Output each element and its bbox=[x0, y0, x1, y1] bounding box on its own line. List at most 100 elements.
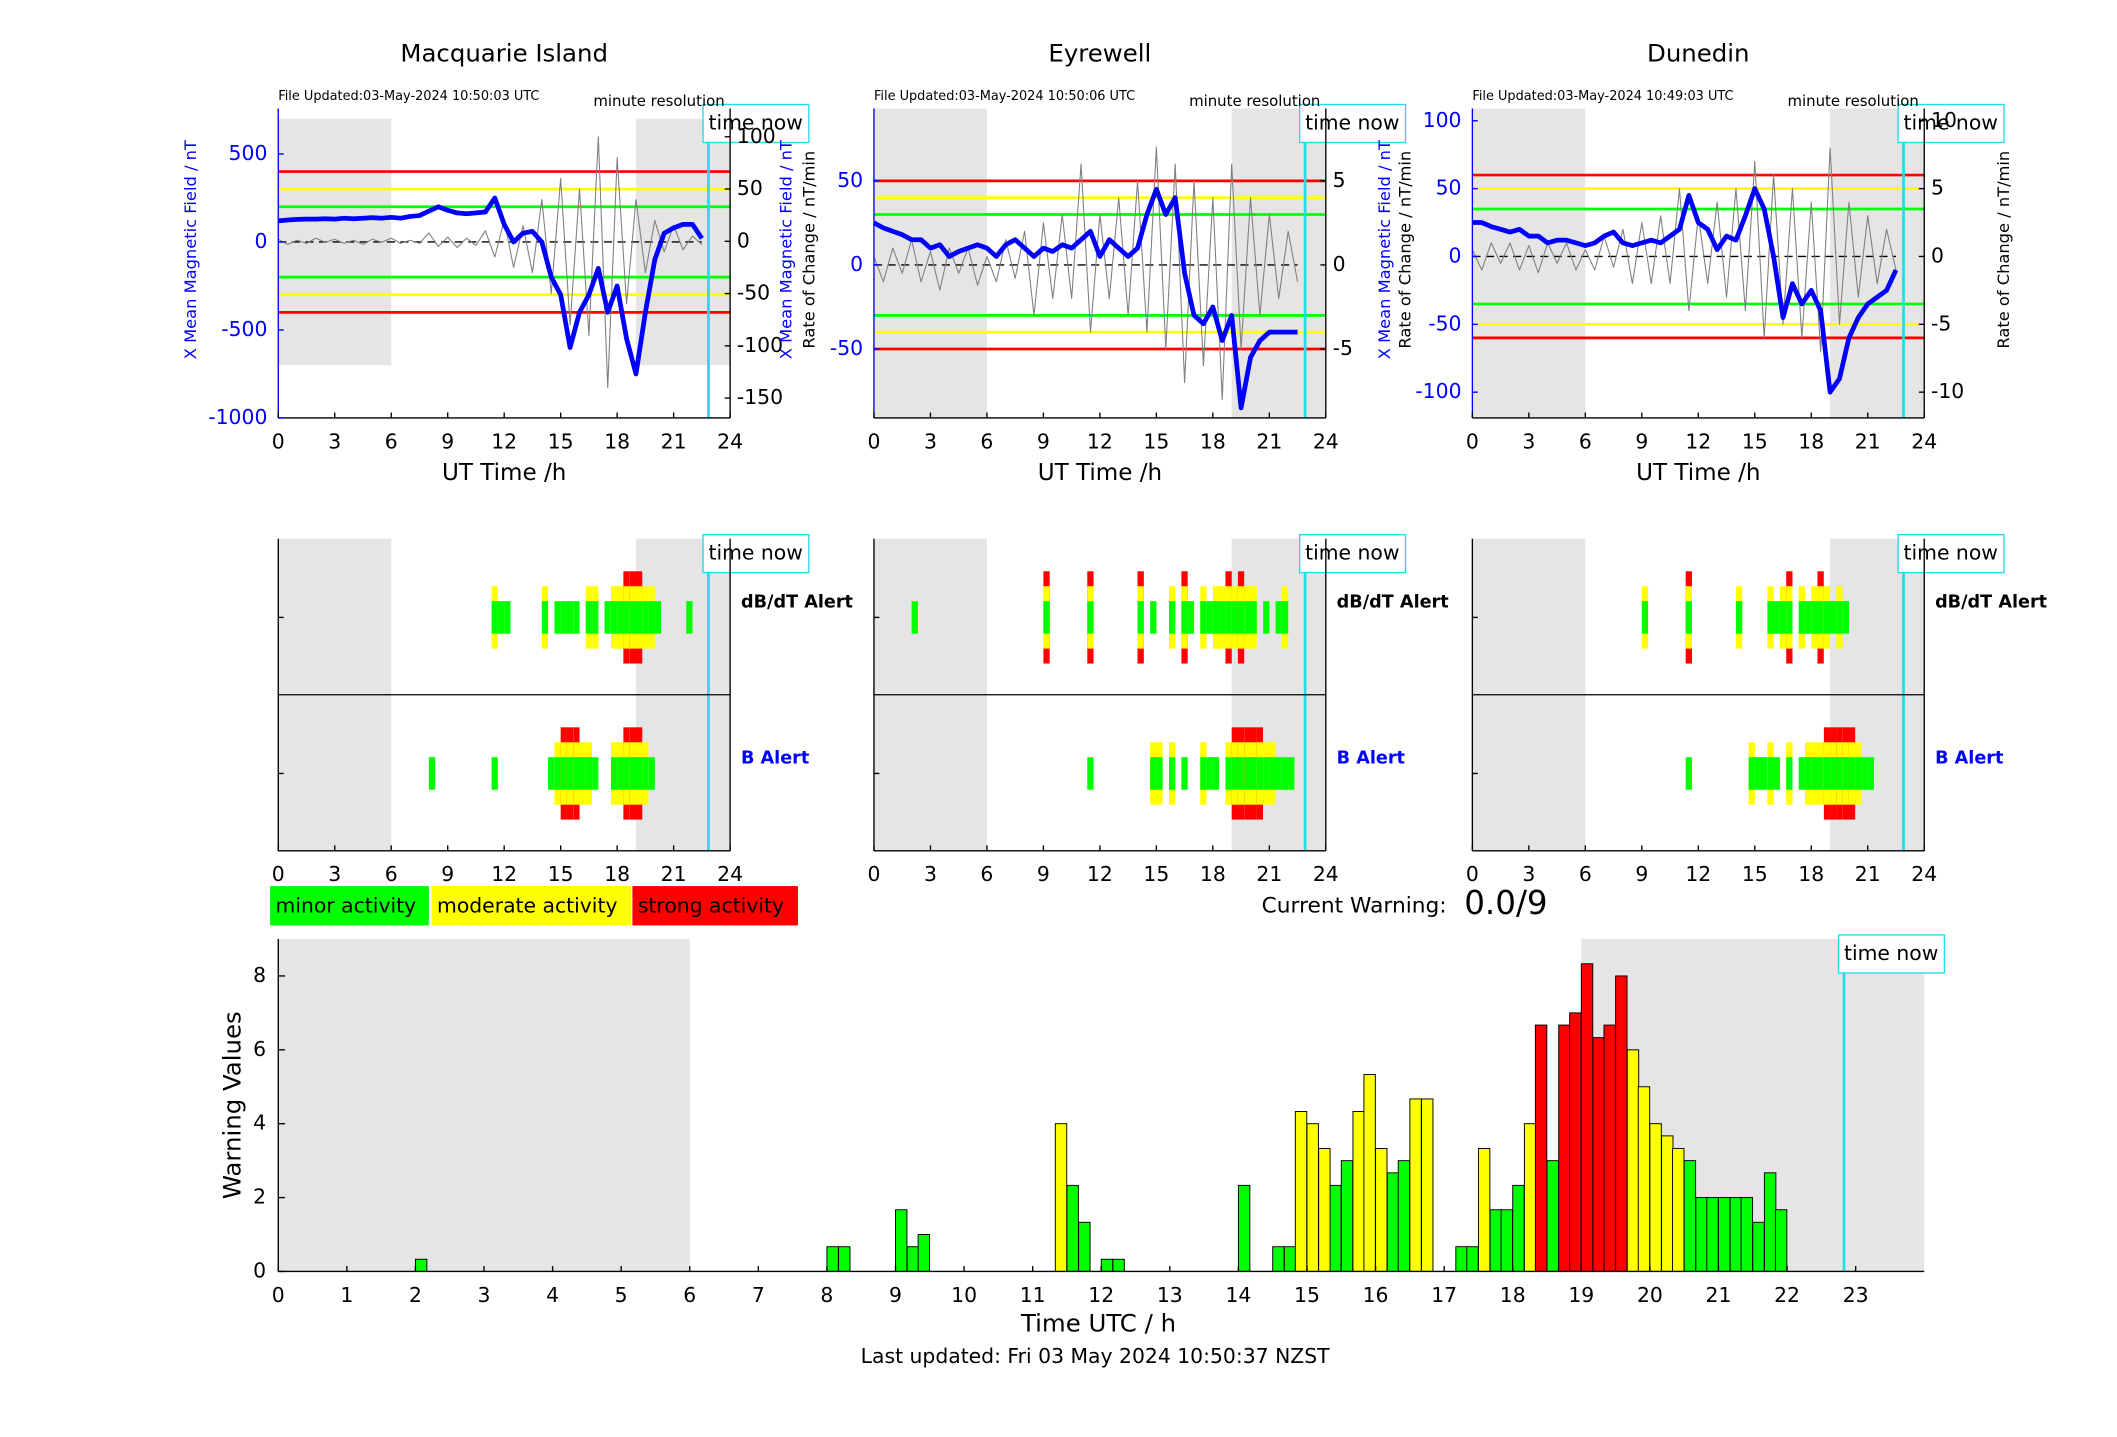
x-tick-label: 0 bbox=[272, 1283, 285, 1307]
alert-segment bbox=[1225, 601, 1232, 634]
alert-segment bbox=[1237, 757, 1245, 790]
x-tick-label: 9 bbox=[889, 1283, 902, 1307]
legend-swatch bbox=[632, 886, 798, 926]
alert-segment bbox=[1288, 757, 1295, 790]
alert-segment bbox=[1250, 601, 1257, 634]
x-tick-label: 18 bbox=[1500, 1283, 1526, 1307]
alert-segment bbox=[1823, 757, 1831, 790]
alert-segment bbox=[617, 757, 624, 790]
x-tick-label: 12 bbox=[491, 429, 517, 453]
x-tick-label: 3 bbox=[924, 862, 937, 886]
chart-title: Macquarie Island bbox=[400, 38, 608, 67]
x-tick-label: 0 bbox=[867, 862, 880, 886]
legend-label: minor activity bbox=[276, 893, 417, 917]
y2-tick-label: -100 bbox=[737, 333, 783, 357]
warning-bar bbox=[1592, 1037, 1605, 1272]
warning-bar bbox=[1294, 1111, 1308, 1272]
warning-bar bbox=[1580, 963, 1594, 1272]
alert-segment bbox=[1836, 601, 1843, 634]
x-tick-label: 12 bbox=[1685, 429, 1711, 453]
x-tick-label: 6 bbox=[980, 862, 993, 886]
alert-segment bbox=[1786, 757, 1793, 790]
alert-segment bbox=[1281, 601, 1289, 634]
y-tick-label: 6 bbox=[253, 1037, 266, 1061]
x-tick-label: 0 bbox=[1466, 862, 1479, 886]
x-tick-label: 18 bbox=[1798, 862, 1824, 886]
warning-bar bbox=[1695, 1197, 1708, 1272]
alert-segment bbox=[1641, 601, 1649, 634]
x-tick-label: 6 bbox=[683, 1283, 696, 1307]
alert-segment bbox=[1867, 757, 1875, 790]
alert-segment bbox=[629, 601, 637, 634]
alert-segment bbox=[1685, 757, 1692, 790]
time-now-box bbox=[702, 533, 810, 574]
night-shade bbox=[1472, 108, 1586, 418]
alert-segment bbox=[1811, 757, 1818, 790]
warning-bar bbox=[1283, 1246, 1297, 1272]
x-axis-label: UT Time /h bbox=[1038, 460, 1162, 486]
field-line bbox=[872, 186, 1298, 411]
alert-segment bbox=[1263, 757, 1270, 790]
alert-segment bbox=[610, 757, 618, 790]
alert-segment bbox=[1281, 757, 1289, 790]
x-tick-label: 16 bbox=[1363, 1283, 1389, 1307]
warning-bar bbox=[826, 1246, 839, 1272]
alert-segment bbox=[1137, 601, 1144, 634]
x-tick-label: 24 bbox=[1313, 429, 1339, 453]
alert-segment bbox=[1168, 757, 1176, 790]
alert-segment bbox=[1231, 601, 1238, 634]
alert-segment bbox=[1225, 757, 1232, 790]
x-tick-label: 24 bbox=[1911, 429, 1937, 453]
chart-title: Dunedin bbox=[1647, 38, 1750, 67]
warning-bar bbox=[1078, 1221, 1091, 1272]
x-tick-label: 4 bbox=[546, 1283, 559, 1307]
alert-segment bbox=[1830, 601, 1837, 634]
alert-segment bbox=[1263, 601, 1270, 634]
x-tick-label: 9 bbox=[1635, 429, 1648, 453]
y2-axis-label: Rate of Change / nT/min bbox=[1994, 151, 2013, 349]
warning-bar bbox=[1649, 1123, 1662, 1272]
y-axis-label: X Mean Magnetic Field / nT bbox=[181, 140, 200, 359]
alert-segment bbox=[554, 757, 561, 790]
alert-segment bbox=[1043, 601, 1050, 634]
warning-bar bbox=[1615, 975, 1628, 1272]
x-tick-label: 21 bbox=[661, 429, 687, 453]
y-tick-label: -500 bbox=[221, 317, 267, 341]
file-updated: File Updated:03-May-2024 10:50:06 UTC bbox=[874, 89, 1135, 104]
alert-segment bbox=[560, 757, 567, 790]
alert-segment bbox=[1760, 757, 1768, 790]
x-tick-label: 23 bbox=[1843, 1283, 1869, 1307]
alert-segment bbox=[1206, 601, 1213, 634]
alert-segment bbox=[1842, 601, 1849, 634]
alert-segment bbox=[1275, 757, 1282, 790]
warning-bar bbox=[1421, 1098, 1434, 1272]
x-tick-label: 6 bbox=[1579, 862, 1592, 886]
row-label: B Alert bbox=[1337, 749, 1406, 769]
time-now-box bbox=[702, 103, 810, 144]
alert-segment bbox=[1861, 757, 1868, 790]
x-tick-label: 20 bbox=[1637, 1283, 1663, 1307]
alert-segment bbox=[911, 601, 918, 634]
y-tick-label: 100 bbox=[1423, 108, 1462, 132]
alert-segment bbox=[566, 757, 574, 790]
alert-segment bbox=[1817, 601, 1824, 634]
warning-bar bbox=[1489, 1209, 1503, 1272]
alert-segment bbox=[497, 601, 505, 634]
warning-bar bbox=[1752, 1221, 1765, 1272]
x-tick-label: 3 bbox=[924, 429, 937, 453]
resolution: minute resolution bbox=[593, 92, 724, 110]
time-now-box bbox=[1299, 533, 1407, 574]
row-label: dB/dT Alert bbox=[741, 592, 854, 612]
x-tick-label: 12 bbox=[1088, 1283, 1114, 1307]
x-tick-label: 8 bbox=[820, 1283, 833, 1307]
warning-bar bbox=[1375, 1147, 1388, 1272]
alert-segment bbox=[1087, 757, 1094, 790]
resolution: minute resolution bbox=[1787, 92, 1918, 110]
x-tick-label: 0 bbox=[867, 429, 880, 453]
y2-tick-label: 5 bbox=[1333, 168, 1346, 192]
x-tick-label: 3 bbox=[328, 429, 341, 453]
alert-segment bbox=[566, 601, 574, 634]
x-tick-label: 21 bbox=[1855, 429, 1881, 453]
file-updated: File Updated:03-May-2024 10:49:03 UTC bbox=[1472, 89, 1733, 104]
